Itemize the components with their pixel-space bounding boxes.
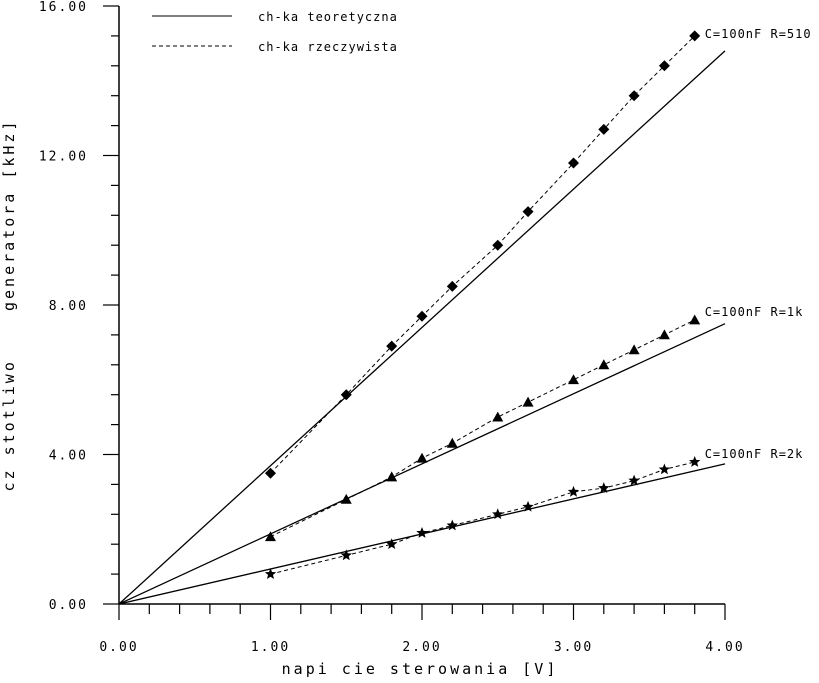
triangle-marker bbox=[568, 374, 579, 385]
triangle-marker bbox=[386, 471, 398, 482]
tick-marks bbox=[103, 5, 726, 620]
diamond-marker bbox=[492, 239, 504, 251]
series-label: C=100nF R=1k bbox=[705, 305, 804, 319]
diamond-marker bbox=[522, 206, 534, 218]
triangle-marker bbox=[492, 411, 504, 422]
star-marker bbox=[385, 538, 398, 550]
diamond-marker bbox=[658, 60, 670, 72]
star-marker bbox=[598, 482, 610, 493]
triangle-marker bbox=[689, 314, 701, 325]
x-tick-label: 2.00 bbox=[402, 640, 441, 655]
x-tick-label: 4.00 bbox=[705, 640, 744, 655]
star-marker bbox=[446, 519, 459, 531]
series-label: C=100nF R=510 bbox=[705, 27, 812, 41]
x-tick-label: 0.00 bbox=[99, 640, 138, 655]
x-tick-label: 1.00 bbox=[251, 640, 290, 655]
triangle-marker bbox=[522, 396, 534, 407]
triangle-marker bbox=[265, 531, 276, 542]
series-labels: C=100nF R=510 C=100nF R=1k C=100nF R=2k bbox=[705, 27, 812, 461]
diamond-marker bbox=[568, 157, 579, 169]
diamond-marker bbox=[386, 340, 398, 352]
measured-line bbox=[270, 35, 696, 474]
diamond-marker bbox=[446, 280, 458, 292]
diamond-marker bbox=[340, 389, 352, 401]
triangle-marker bbox=[446, 437, 458, 448]
triangle-marker bbox=[416, 452, 428, 463]
measured-lines bbox=[270, 35, 696, 575]
y-tick-label: 0.00 bbox=[49, 598, 88, 613]
legend-label: ch-ka rzeczywista bbox=[258, 40, 398, 54]
x-axis-label: napi cie sterowania [V] bbox=[282, 660, 559, 678]
triangle-marker bbox=[658, 329, 670, 340]
triangle-marker bbox=[598, 359, 610, 370]
diamond-marker bbox=[628, 90, 640, 102]
star-marker bbox=[522, 500, 534, 512]
y-tick-label: 8.00 bbox=[49, 299, 88, 314]
diamond-marker bbox=[416, 310, 428, 322]
measured-line bbox=[270, 319, 695, 538]
x-tick-label: 3.00 bbox=[554, 640, 593, 655]
y-axis-label: cz stotliwo generatora [kHz] bbox=[0, 119, 18, 492]
triangle-marker bbox=[340, 493, 352, 504]
diamond-marker bbox=[265, 467, 276, 479]
y-tick-label: 12.00 bbox=[39, 150, 88, 165]
legend-label: ch-ka teoretyczna bbox=[258, 10, 398, 24]
y-tick-label: 4.00 bbox=[49, 449, 88, 464]
star-marker bbox=[416, 526, 428, 538]
data-markers bbox=[264, 30, 701, 579]
star-marker bbox=[340, 549, 352, 561]
star-marker bbox=[688, 455, 701, 467]
diamond-marker bbox=[598, 123, 610, 135]
star-marker bbox=[628, 474, 640, 486]
tick-labels: 0.00 1.00 2.00 3.00 4.00 0.00 4.00 8.00 12.00 16.… bbox=[39, 0, 744, 655]
diamond-marker bbox=[689, 30, 701, 42]
legend: ch-ka teoretyczna ch-ka rzeczywista bbox=[152, 10, 398, 54]
theoretical-line bbox=[118, 323, 726, 605]
star-marker bbox=[492, 508, 504, 520]
star-marker bbox=[658, 463, 671, 475]
series-label: C=100nF R=2k bbox=[705, 447, 804, 461]
theoretical-line bbox=[118, 50, 726, 605]
y-tick-label: 16.00 bbox=[39, 0, 88, 15]
theoretical-lines bbox=[118, 50, 726, 605]
star-marker bbox=[264, 568, 277, 579]
star-marker bbox=[567, 485, 580, 497]
triangle-marker bbox=[628, 344, 640, 355]
